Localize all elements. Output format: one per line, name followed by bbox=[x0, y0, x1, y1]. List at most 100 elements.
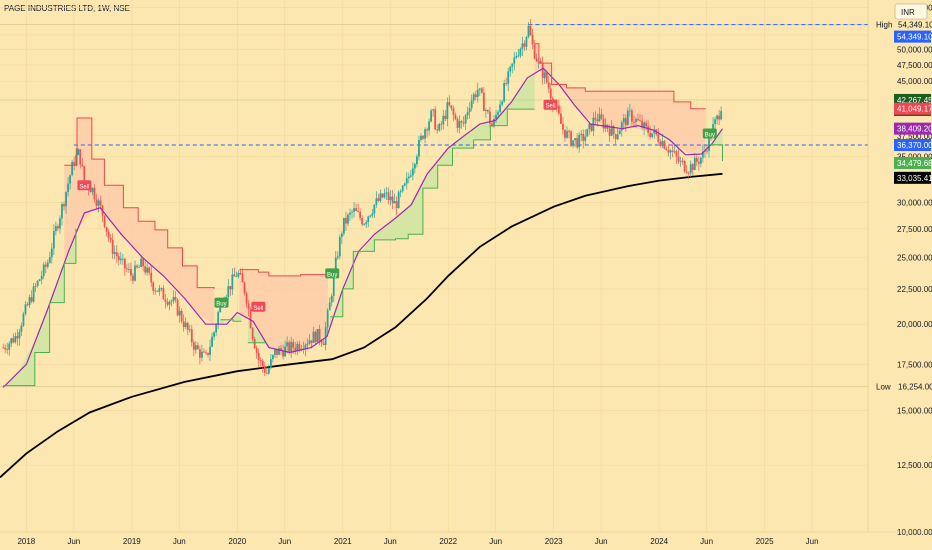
candle-body bbox=[233, 274, 236, 277]
candle-body bbox=[476, 89, 479, 98]
candle-body bbox=[75, 154, 78, 165]
candle-body bbox=[405, 178, 408, 184]
candle-body bbox=[89, 189, 92, 193]
candle-body bbox=[596, 119, 599, 122]
candle-body bbox=[172, 297, 175, 302]
candle-body bbox=[6, 349, 9, 351]
candle-body bbox=[164, 299, 167, 303]
candle-body bbox=[46, 262, 49, 267]
candle-body bbox=[265, 372, 268, 374]
candle-body bbox=[436, 129, 439, 131]
candle-body bbox=[194, 345, 197, 350]
supertrend-up-fill bbox=[709, 128, 723, 161]
candle-body bbox=[178, 310, 181, 316]
candle-body bbox=[373, 204, 376, 214]
price-tag: 36,370.00 bbox=[894, 139, 932, 152]
candle-body bbox=[340, 233, 343, 237]
high-text: High bbox=[876, 21, 892, 30]
candle-body bbox=[600, 114, 603, 119]
candle-body bbox=[107, 231, 110, 238]
candle-body bbox=[413, 164, 416, 169]
candle-body bbox=[152, 282, 155, 291]
candle-body bbox=[217, 312, 220, 325]
candle-body bbox=[633, 121, 635, 123]
price-axis: 57,500.0052,500.0050,000.0047,500.0045,0… bbox=[867, 0, 932, 537]
candle-body bbox=[182, 321, 185, 327]
candle-body bbox=[286, 342, 289, 347]
candle-body bbox=[535, 58, 538, 62]
candle-body bbox=[647, 126, 650, 133]
candle-body bbox=[320, 340, 323, 344]
candle-body bbox=[653, 129, 656, 134]
candle-body bbox=[239, 273, 242, 274]
candle-body bbox=[716, 115, 718, 120]
candle-body bbox=[26, 304, 29, 306]
candle-body bbox=[588, 123, 591, 129]
candle-body bbox=[622, 118, 625, 123]
candle-body bbox=[519, 48, 522, 56]
candle-body bbox=[533, 44, 536, 59]
candle-body bbox=[383, 193, 386, 198]
tag-text: 38,409.20 bbox=[897, 125, 932, 134]
candles bbox=[2, 18, 723, 377]
time-axis: 2018 Jun 2019 Jun 2020 Jun 2021 Jun 2022 Jun 2023 J… bbox=[0, 531, 932, 546]
x-tick-label: Jun bbox=[595, 537, 608, 546]
candle-body bbox=[296, 343, 299, 351]
candle-body bbox=[525, 37, 528, 47]
signal-box bbox=[251, 301, 266, 312]
candle-body bbox=[616, 134, 619, 140]
candle-body bbox=[343, 217, 345, 234]
candle-body bbox=[14, 336, 17, 343]
candle-body bbox=[261, 360, 264, 367]
candle-body bbox=[515, 56, 518, 58]
candle-body bbox=[237, 273, 240, 277]
candle-body bbox=[675, 151, 678, 157]
candle-body bbox=[50, 248, 53, 258]
y-tick-label: 15,000.00 bbox=[897, 406, 932, 415]
signal-sell: Sell bbox=[77, 180, 92, 191]
candle-body bbox=[36, 280, 39, 286]
high-tag: 54,349.10 bbox=[894, 30, 932, 43]
candle-body bbox=[117, 256, 120, 261]
candle-body bbox=[482, 92, 485, 111]
candle-body bbox=[444, 115, 447, 120]
price-tag: 34,479.68 bbox=[894, 157, 932, 170]
candle-body bbox=[464, 115, 467, 124]
candle-body bbox=[426, 129, 428, 131]
x-tick-label: 2023 bbox=[545, 537, 563, 546]
candle-body bbox=[130, 269, 132, 276]
candle-body bbox=[288, 342, 291, 352]
x-tick-label: 2018 bbox=[17, 537, 35, 546]
candle-body bbox=[626, 110, 629, 126]
candle-body bbox=[259, 360, 262, 362]
candle-body bbox=[458, 121, 461, 128]
candle-body bbox=[460, 121, 463, 123]
signal-label: Buy bbox=[705, 132, 715, 138]
candle-body bbox=[196, 345, 199, 350]
candle-body bbox=[330, 296, 333, 303]
candle-body bbox=[693, 157, 696, 171]
candle-body bbox=[134, 265, 136, 281]
candle-body bbox=[48, 257, 51, 263]
candle-body bbox=[602, 118, 605, 129]
candle-body bbox=[570, 131, 572, 146]
x-tick-label: Jun bbox=[806, 537, 819, 546]
candle-body bbox=[132, 275, 134, 281]
candle-body bbox=[657, 134, 660, 142]
candle-body bbox=[38, 279, 41, 281]
candle-body bbox=[420, 135, 422, 140]
candle-body bbox=[489, 111, 491, 124]
candle-body bbox=[328, 302, 331, 311]
candle-body bbox=[511, 63, 514, 67]
candle-body bbox=[18, 331, 21, 339]
candle-body bbox=[438, 123, 441, 131]
candle-body bbox=[521, 43, 524, 49]
candle-body bbox=[138, 266, 140, 268]
candle-body bbox=[403, 183, 406, 186]
candle-body bbox=[61, 204, 63, 219]
candle-body bbox=[434, 109, 437, 130]
price-tag: 38,409.20 bbox=[894, 122, 932, 135]
candle-body bbox=[549, 88, 552, 99]
candle-body bbox=[610, 125, 613, 136]
